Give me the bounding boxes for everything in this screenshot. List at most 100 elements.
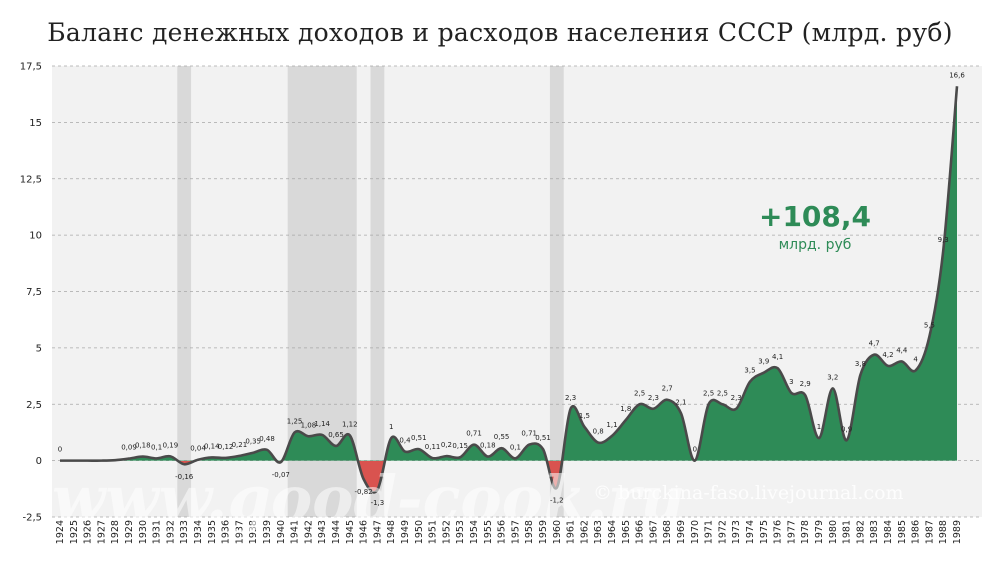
x-tick-label: 1965 xyxy=(621,520,632,544)
x-tick-label: 1969 xyxy=(676,520,687,544)
x-tick-label: 1946 xyxy=(359,520,370,544)
x-tick-label: 1982 xyxy=(855,520,866,544)
data-label: -0,07 xyxy=(272,471,290,479)
x-tick-label: 1953 xyxy=(455,520,466,544)
data-label: 1,14 xyxy=(314,420,330,428)
data-label: 0,65 xyxy=(328,431,344,439)
x-tick-label: 1935 xyxy=(207,520,218,544)
data-label: 0,14 xyxy=(204,442,220,450)
data-label: 0,1 xyxy=(151,443,162,451)
data-label: 0,48 xyxy=(259,435,275,443)
x-tick-label: 1983 xyxy=(869,520,880,544)
x-tick-label: 1976 xyxy=(773,520,784,544)
x-tick-label: 1970 xyxy=(690,520,701,544)
data-label: 1,8 xyxy=(620,405,631,413)
data-label: 2,5 xyxy=(717,389,728,397)
x-tick-label: 1962 xyxy=(579,520,590,544)
x-tick-label: 1924 xyxy=(55,520,66,544)
data-label: 4,7 xyxy=(869,340,880,348)
x-tick-label: 1958 xyxy=(524,520,535,544)
y-tick-label: 10 xyxy=(29,231,42,242)
x-axis: 1924 1925 1926 1927 1928 1929 1930 1931 1932 1933… xyxy=(55,520,963,544)
data-label: 0 xyxy=(58,446,62,454)
data-label: 2,3 xyxy=(565,394,576,402)
x-tick-label: 1966 xyxy=(635,520,646,544)
x-tick-label: 1929 xyxy=(124,520,135,544)
chart-title: Баланс денежных доходов и расходов насел… xyxy=(47,18,953,47)
data-label: 1 xyxy=(389,423,393,431)
data-label: 2,7 xyxy=(662,385,673,393)
data-label: 1,12 xyxy=(342,420,358,428)
credit-text: © burckina-faso.livejournal.com xyxy=(593,482,904,504)
x-tick-label: 1984 xyxy=(883,520,894,544)
x-tick-label: 1942 xyxy=(303,520,314,544)
total-annotation: +108,4 xyxy=(759,200,871,233)
x-tick-label: 1944 xyxy=(331,520,342,544)
data-label: 1,1 xyxy=(606,421,617,429)
x-tick-label: 1977 xyxy=(786,520,797,544)
data-label: -1,3 xyxy=(371,499,385,507)
x-tick-label: 1964 xyxy=(607,520,618,544)
x-tick-label: 1985 xyxy=(897,520,908,544)
data-label: 0,21 xyxy=(232,441,248,449)
y-axis: -2,5 0 2,5 5 7,5 10 12,5 15 17,5 xyxy=(20,62,42,524)
data-label: 2,3 xyxy=(731,394,742,402)
data-label: 1,25 xyxy=(287,417,303,425)
x-tick-label: 1948 xyxy=(386,520,397,544)
y-tick-label: -2,5 xyxy=(22,513,42,524)
data-label: 3 xyxy=(789,378,793,386)
x-tick-label: 1936 xyxy=(221,520,232,544)
x-tick-label: 1941 xyxy=(290,520,301,544)
x-tick-label: 1949 xyxy=(400,520,411,544)
x-tick-label: 1937 xyxy=(234,520,245,544)
x-tick-label: 1972 xyxy=(717,520,728,544)
data-label: 3,2 xyxy=(827,373,838,381)
x-tick-label: 1973 xyxy=(731,520,742,544)
x-tick-label: 1939 xyxy=(262,520,273,544)
data-label: 1,08 xyxy=(301,421,317,429)
data-label: -1,2 xyxy=(550,497,564,505)
data-label: 9,3 xyxy=(938,236,949,244)
data-label: 2,9 xyxy=(800,380,811,388)
data-label: 0,19 xyxy=(163,441,179,449)
data-label: 0,2 xyxy=(441,441,452,449)
negative-area xyxy=(178,461,563,493)
y-tick-label: 7,5 xyxy=(26,287,42,298)
data-label: 0,11 xyxy=(425,443,441,451)
x-tick-label: 1940 xyxy=(276,520,287,544)
data-label: 0,12 xyxy=(218,443,234,451)
x-tick-label: 1927 xyxy=(96,520,107,544)
total-annotation-unit: млрд. руб xyxy=(779,237,852,253)
x-tick-label: 1926 xyxy=(83,520,94,544)
x-tick-label: 1968 xyxy=(662,520,673,544)
x-tick-label: 1930 xyxy=(138,520,149,544)
positive-area xyxy=(60,86,957,461)
x-tick-label: 1934 xyxy=(193,520,204,544)
area-fills xyxy=(60,86,959,494)
x-tick-label: 1947 xyxy=(372,520,383,544)
y-tick-label: 17,5 xyxy=(20,62,42,73)
data-label: 0,09 xyxy=(121,444,137,452)
x-tick-label: 1943 xyxy=(317,520,328,544)
y-tick-label: 15 xyxy=(29,118,42,129)
data-label: 0,04 xyxy=(190,445,206,453)
y-tick-label: 0 xyxy=(36,456,42,467)
data-label: 0,18 xyxy=(135,442,151,450)
x-tick-label: 1952 xyxy=(441,520,452,544)
x-tick-label: 1989 xyxy=(952,520,963,544)
y-tick-label: 2,5 xyxy=(26,400,42,411)
x-tick-label: 1932 xyxy=(165,520,176,544)
data-label: 0,51 xyxy=(535,434,551,442)
x-tick-label: 1928 xyxy=(110,520,121,544)
data-label: -0,16 xyxy=(175,473,194,481)
x-tick-label: 1950 xyxy=(414,520,425,544)
data-label: 0,51 xyxy=(411,434,427,442)
x-tick-label: 1960 xyxy=(552,520,563,544)
x-tick-label: 1957 xyxy=(510,520,521,544)
data-label: 3,8 xyxy=(855,360,866,368)
x-tick-label: 1979 xyxy=(814,520,825,544)
x-tick-label: 1974 xyxy=(745,520,756,544)
data-label: 4 xyxy=(913,355,918,363)
y-tick-label: 12,5 xyxy=(20,174,42,185)
data-label: -0,82 xyxy=(355,488,373,496)
